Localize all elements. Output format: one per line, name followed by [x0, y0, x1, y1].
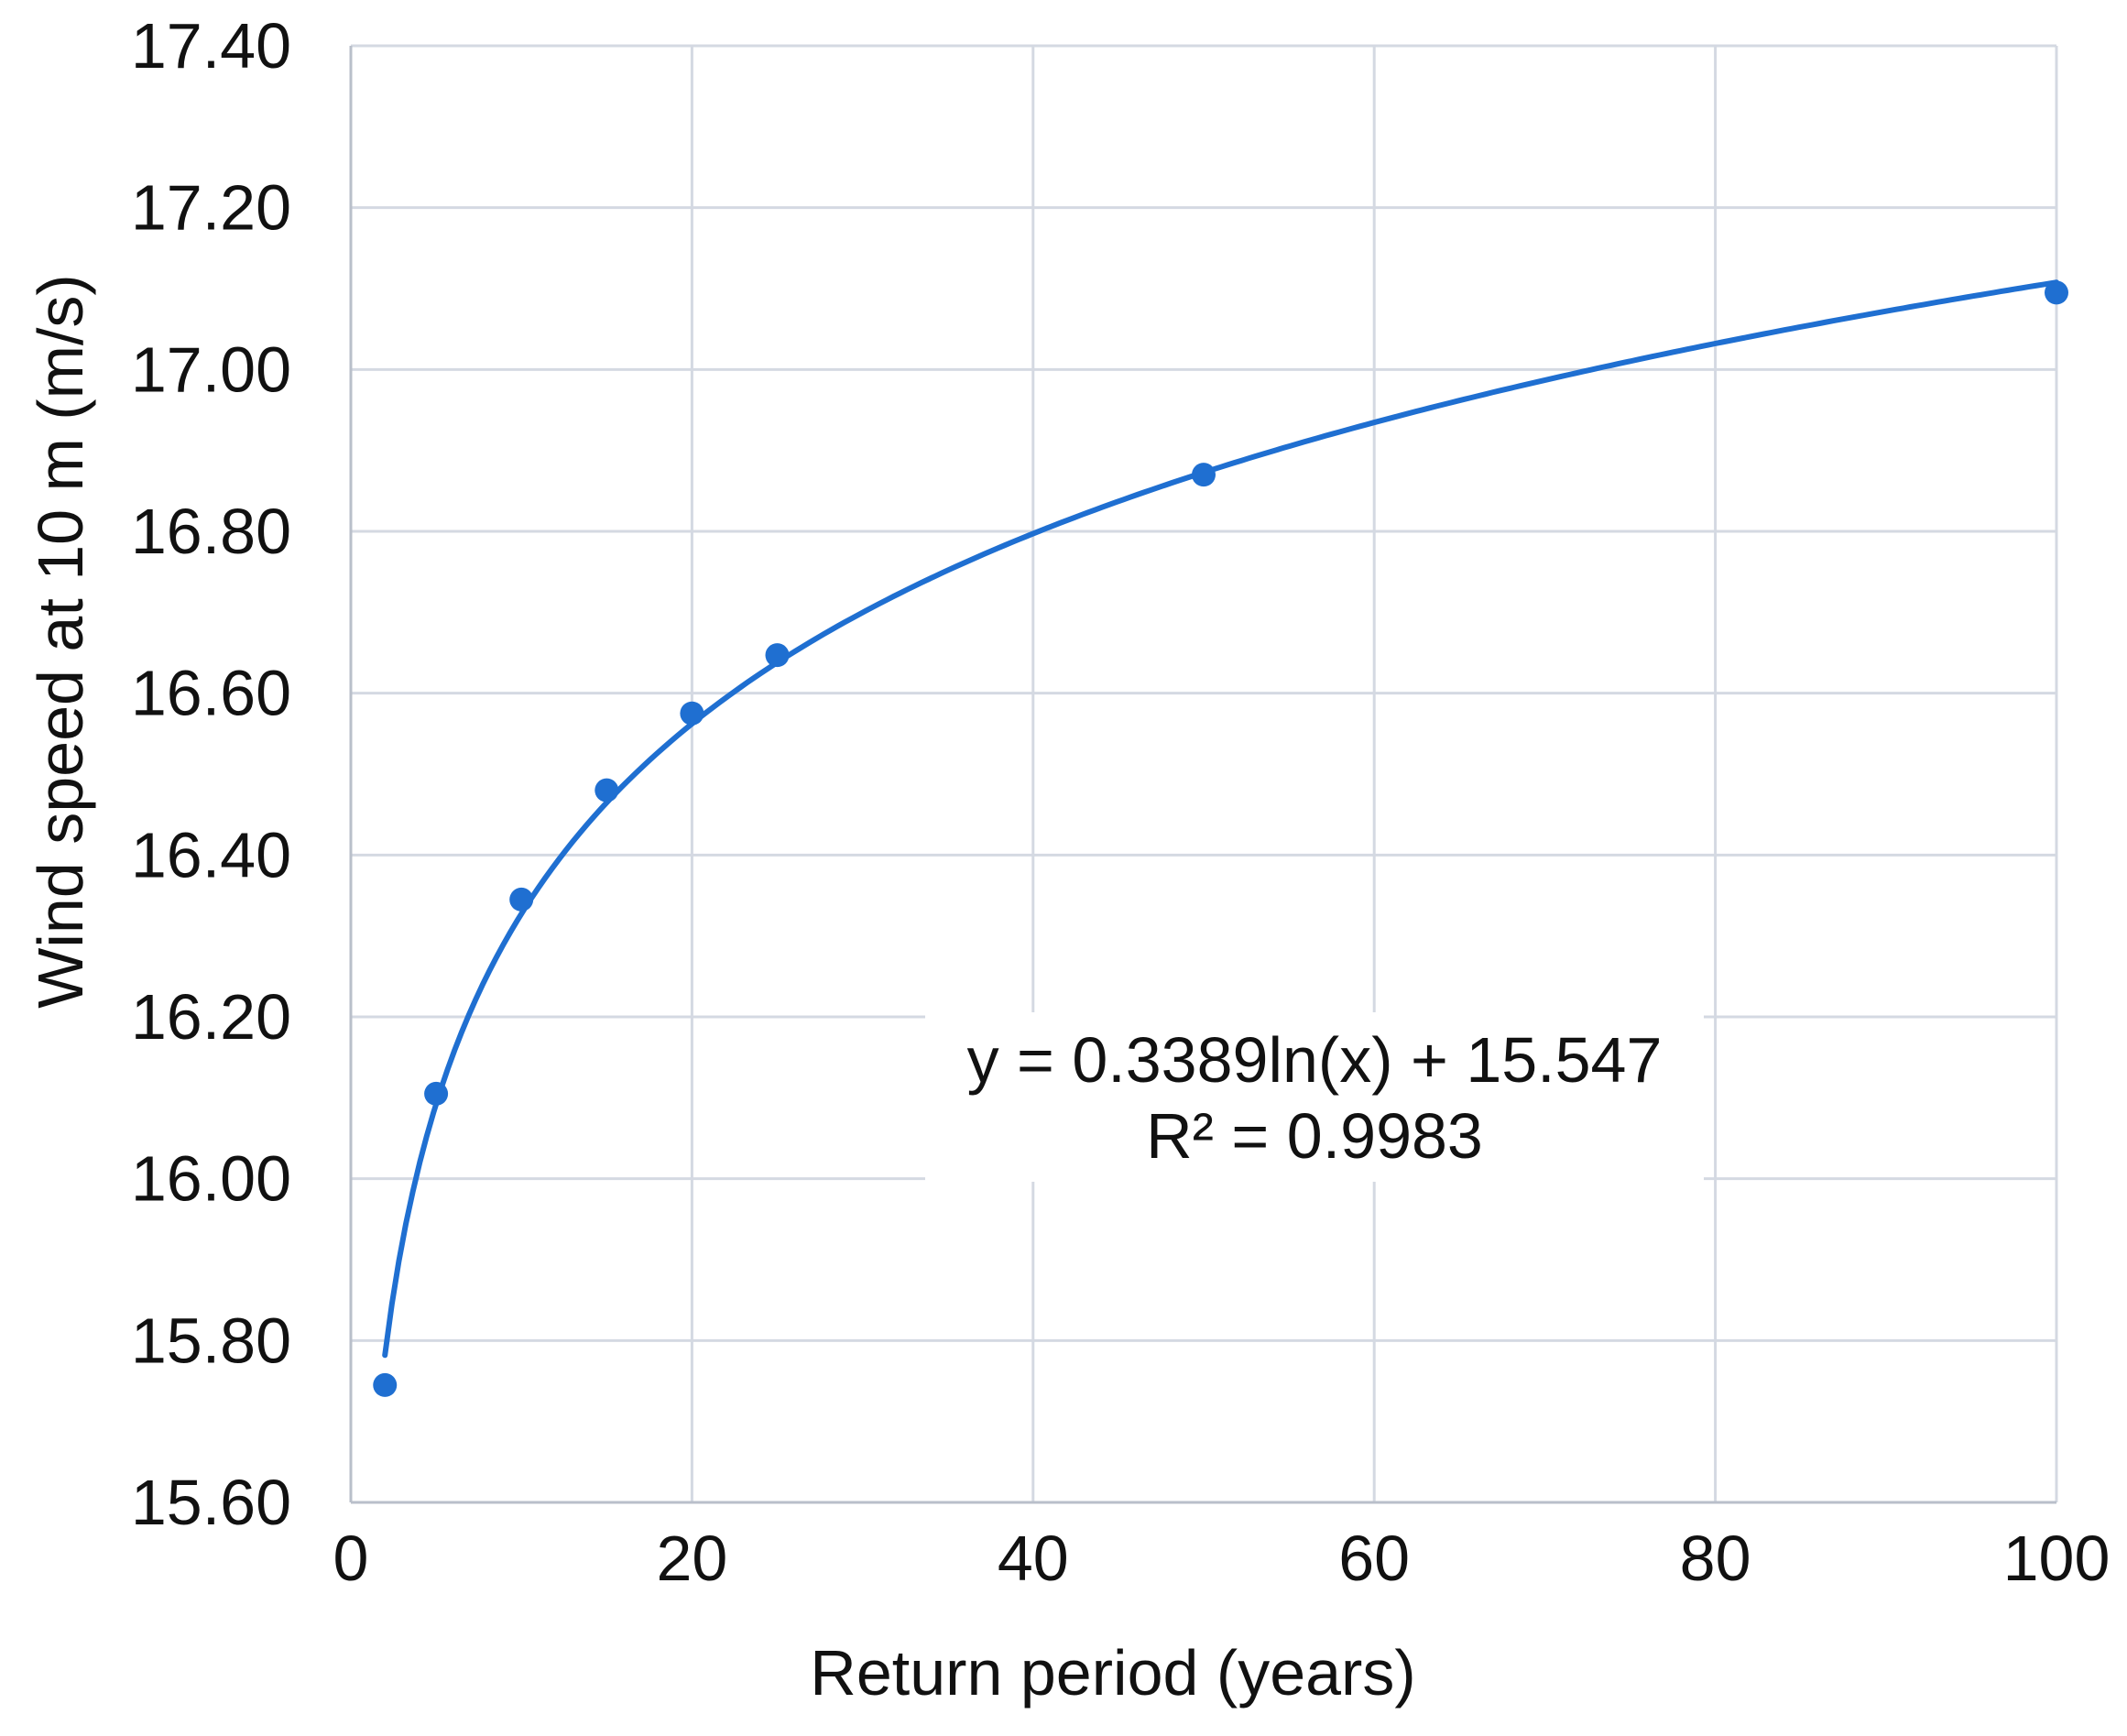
x-tick-label: 40 [998, 1523, 1069, 1594]
y-tick-label: 17.40 [131, 10, 291, 82]
x-tick-label: 100 [2003, 1523, 2111, 1594]
data-point [373, 1372, 398, 1397]
data-point [424, 1081, 449, 1106]
y-tick-label: 16.20 [131, 981, 291, 1053]
data-point [2045, 280, 2068, 305]
data-point [765, 643, 790, 668]
data-point [509, 887, 534, 912]
y-tick-label: 17.00 [131, 333, 291, 405]
r-squared-label: R² = 0.9983 [1146, 1100, 1483, 1172]
trendline-equation: y = 0.3389ln(x) + 15.547 [967, 1024, 1663, 1096]
grid-lines [351, 44, 2058, 1502]
y-tick-label: 16.60 [131, 658, 291, 729]
y-tick-label: 16.00 [131, 1143, 291, 1215]
y-tick-label: 15.80 [131, 1305, 291, 1376]
y-tick-label: 16.40 [131, 819, 291, 890]
axes [349, 46, 2056, 1504]
equation-box-background [925, 1012, 1704, 1182]
data-points [373, 280, 2068, 1397]
data-point [594, 778, 619, 802]
trendline [382, 279, 2059, 1359]
trendline-group [382, 279, 2059, 1359]
x-tick-label: 0 [333, 1523, 369, 1594]
y-tick-label: 17.20 [131, 172, 291, 244]
y-axis-title: Wind speed at 10 m (m/s) [25, 274, 96, 1008]
trendline-equation-box: y = 0.3389ln(x) + 15.547 R² = 0.9983 [925, 1012, 1704, 1182]
x-tick-label: 20 [656, 1523, 727, 1594]
data-point [1192, 463, 1216, 487]
y-tick-label: 15.60 [131, 1467, 291, 1538]
x-tick-labels: 0 20 40 60 80 100 [333, 1523, 2111, 1594]
x-tick-label: 60 [1338, 1523, 1410, 1594]
y-tick-label: 16.80 [131, 496, 291, 567]
y-tick-labels: 15.60 15.80 16.00 16.20 16.40 16.60 16.80 17.00… [131, 10, 291, 1538]
x-tick-label: 80 [1680, 1523, 1751, 1594]
data-point [680, 701, 704, 726]
x-axis-title: Return period (years) [810, 1637, 1415, 1709]
